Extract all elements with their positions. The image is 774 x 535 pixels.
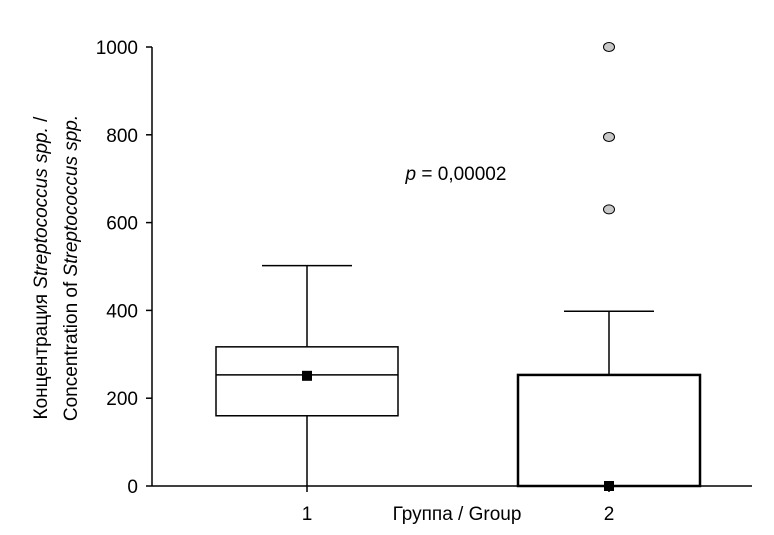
x-tick-label: 1 xyxy=(302,504,313,525)
x-axis-title: Группа / Group xyxy=(393,504,522,525)
y-axis-title-line2: Concentration of Streptococcus spp. xyxy=(61,115,82,421)
y-axis-title-line1: Концентрация Streptococcus spp. / xyxy=(31,116,52,420)
y-tick-label: 0 xyxy=(127,477,138,498)
y-tick-label: 1000 xyxy=(96,38,138,59)
y-ticks-group: 0 200 400 600 800 1000 xyxy=(96,38,152,498)
iqr-box xyxy=(215,346,399,417)
iqr-box xyxy=(516,373,702,488)
p-value-annotation: p = 0,00002 xyxy=(405,164,507,185)
x-tick-label: 2 xyxy=(604,504,615,525)
box-group-2 xyxy=(516,42,702,491)
box-group-1 xyxy=(215,264,399,486)
boxes-group xyxy=(215,42,702,491)
y-tick-label: 800 xyxy=(106,126,138,147)
outlier-point xyxy=(603,131,615,142)
y-tick-label: 200 xyxy=(106,389,138,410)
outlier-point xyxy=(603,204,615,215)
y-tick-label: 400 xyxy=(106,301,138,322)
y-tick-label: 600 xyxy=(106,214,138,235)
outlier-point xyxy=(603,42,615,52)
mean-marker xyxy=(302,370,312,381)
